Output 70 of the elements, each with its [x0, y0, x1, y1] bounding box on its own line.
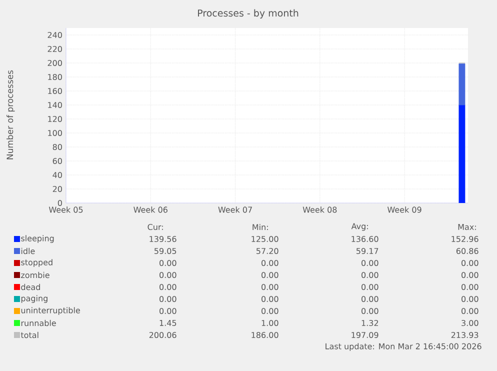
y-tick-label: 180	[48, 74, 62, 80]
y-tick-label: 120	[48, 116, 62, 122]
text: 0.00	[362, 284, 378, 290]
text: 1.00	[262, 320, 278, 326]
x-tick-label: Week 08	[302, 206, 337, 213]
y-tick-label: 240	[48, 32, 62, 38]
legend-label: paging	[21, 295, 48, 303]
text: 0.00	[362, 308, 378, 314]
text: 0.00	[262, 260, 278, 266]
x-tick-label: Week 09	[387, 206, 422, 213]
text: 0.00	[160, 308, 176, 314]
text: 60.86	[456, 248, 478, 254]
legend-label: zombie	[21, 272, 50, 278]
y-tick-label: 80	[52, 144, 62, 150]
y-tick-label: 0	[58, 200, 62, 206]
text: 197.09	[352, 332, 378, 338]
text: 59.05	[154, 248, 176, 254]
text: 200.06	[149, 332, 176, 338]
y-tick-label: 20	[52, 186, 62, 192]
legend-label: uninterruptible	[21, 307, 80, 315]
legend-label: total	[20, 332, 38, 338]
text: 0.00	[462, 296, 478, 302]
text: Avg:	[351, 223, 368, 231]
text: 125.00	[252, 236, 278, 242]
x-tick-label: Week 05	[48, 206, 83, 213]
text: 213.93	[451, 332, 478, 338]
y-tick-label: 100	[48, 130, 62, 136]
text: 0.00	[462, 272, 478, 278]
legend-label: stopped	[21, 259, 52, 267]
legend-label: dead	[21, 284, 40, 290]
text: 59.17	[356, 248, 378, 254]
legend-label: idle	[21, 248, 35, 254]
text: 3.00	[462, 320, 478, 326]
legend-label: sleeping	[21, 235, 54, 243]
y-tick-label: 160	[48, 88, 62, 94]
x-tick-label: Week 07	[218, 206, 252, 213]
text: 1.32	[362, 320, 378, 326]
text: 0.00	[262, 272, 278, 278]
y-tick-label: 40	[52, 172, 62, 178]
text: 0.00	[362, 260, 378, 266]
text: 0.00	[160, 260, 176, 266]
text: Cur:	[148, 224, 163, 230]
text: 57.20	[256, 248, 278, 254]
legend-label: runnable	[21, 320, 56, 326]
x-tick-label: Week 06	[134, 206, 168, 213]
text: 136.60	[352, 236, 378, 242]
text: 0.00	[160, 272, 176, 278]
text: 0.00	[362, 272, 378, 278]
text: 152.96	[452, 236, 478, 242]
text: 0.00	[462, 308, 478, 314]
text: 0.00	[160, 284, 176, 290]
text: Max:	[458, 224, 476, 230]
text: 0.00	[160, 296, 176, 302]
y-tick-label: 140	[48, 102, 62, 108]
text: 186.00	[252, 332, 278, 338]
y-tick-label: 220	[48, 46, 62, 52]
text: 0.00	[262, 296, 278, 302]
chart-title: Processes - by month	[198, 9, 298, 18]
text: 0.00	[262, 284, 278, 290]
text: 0.00	[362, 296, 378, 302]
y-tick-label: 200	[48, 60, 62, 66]
y-axis-title: Number of processes	[6, 70, 15, 160]
text: 0.00	[262, 308, 278, 314]
text: 1.45	[160, 320, 176, 326]
text: Last update: Mon Mar 2 16:45:00 2026	[326, 343, 482, 351]
text: 0.00	[462, 260, 478, 266]
y-tick-label: 60	[52, 158, 62, 164]
text: Min:	[252, 224, 268, 230]
text: 139.56	[150, 236, 176, 242]
text: 0.00	[462, 284, 478, 290]
